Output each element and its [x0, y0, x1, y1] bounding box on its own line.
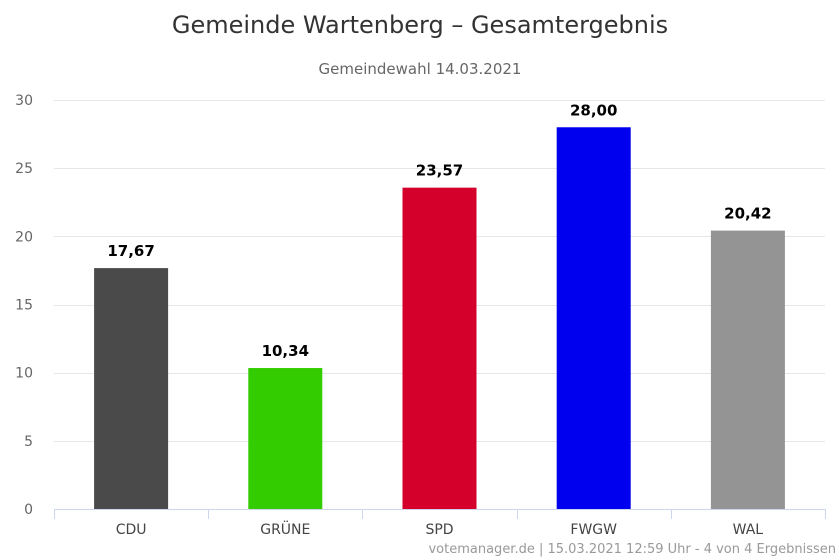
x-tick-label: SPD: [425, 522, 453, 538]
x-tick-label: FWGW: [570, 522, 617, 538]
y-tick-label: 10: [15, 366, 33, 382]
data-label: 10,34: [262, 342, 309, 360]
y-tick-label: 30: [15, 93, 33, 109]
y-tick-label: 25: [15, 161, 33, 177]
data-label: 23,57: [416, 162, 463, 180]
y-tick-label: 20: [15, 229, 33, 245]
credits-link[interactable]: votemanager.de | 15.03.2021 12:59 Uhr - …: [428, 542, 836, 557]
bar-cdu[interactable]: [94, 268, 169, 509]
data-label: 17,67: [107, 242, 154, 260]
x-tick-label: GRÜNE: [260, 520, 310, 538]
chart-title: Gemeinde Wartenberg – Gesamtergebnis: [172, 11, 668, 39]
bar-fwgw[interactable]: [556, 127, 631, 510]
data-label: 28,00: [570, 101, 617, 119]
y-tick-label: 5: [24, 434, 33, 450]
bar-spd[interactable]: [402, 187, 477, 509]
bar-wal[interactable]: [710, 230, 785, 509]
data-labels: 17,67 10,34 23,57 28,00 20,42: [107, 101, 771, 360]
bars: [94, 127, 785, 510]
bar-grüne[interactable]: [248, 368, 323, 509]
x-tick-label: CDU: [116, 522, 147, 538]
chart-subtitle: Gemeindewahl 14.03.2021: [319, 60, 522, 78]
data-label: 20,42: [724, 205, 771, 223]
y-tick-label: 15: [15, 298, 33, 314]
x-axis: CDU GRÜNE SPD FWGW WAL: [54, 509, 826, 538]
y-tick-label: 0: [24, 502, 33, 518]
x-tick-label: WAL: [733, 522, 764, 538]
